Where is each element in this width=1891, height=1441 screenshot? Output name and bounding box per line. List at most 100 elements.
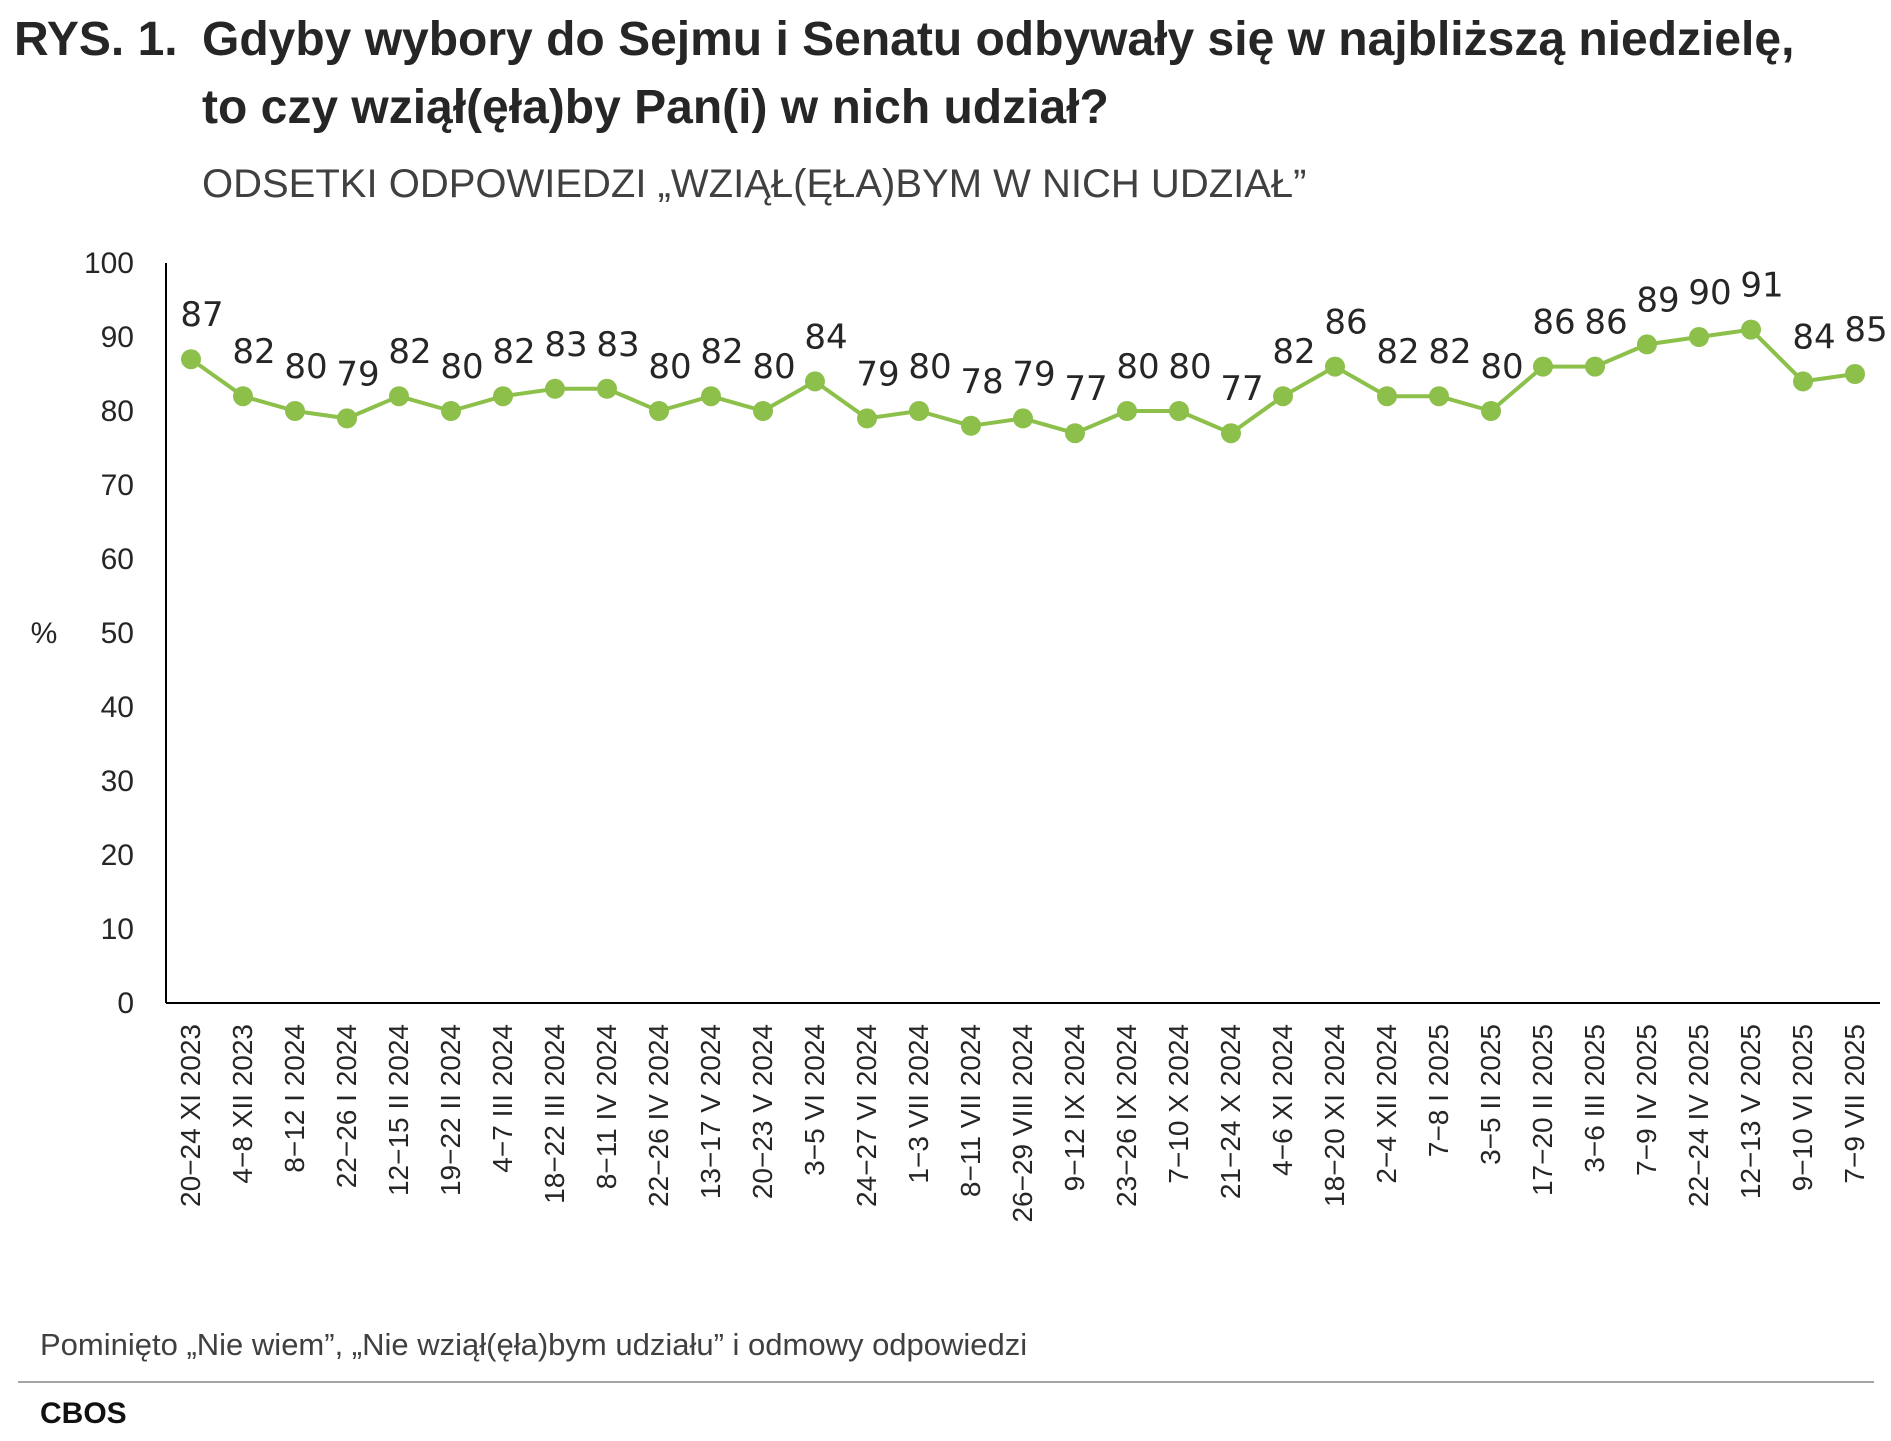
data-label: 80 [648, 347, 691, 387]
data-point [1637, 334, 1657, 355]
data-point [857, 408, 877, 429]
data-point [233, 386, 253, 407]
data-point [493, 386, 513, 407]
data-label: 79 [856, 354, 899, 394]
y-tick-label: 0 [117, 987, 134, 1020]
y-tick-label: 70 [101, 469, 134, 502]
y-axis-ticks: 0 10 20 30 40 50 60 70 80 90 100% [31, 247, 134, 1020]
y-tick-label: 50 [101, 617, 134, 650]
x-category-label: 3−5 II 2025 [1475, 1024, 1506, 1165]
x-category-label: 17−20 II 2025 [1527, 1024, 1558, 1196]
data-label: 91 [1740, 266, 1783, 306]
data-point [1325, 356, 1345, 377]
data-point [1741, 319, 1761, 340]
x-category-label: 13−17 V 2024 [695, 1024, 726, 1199]
data-point [1585, 356, 1605, 377]
data-label: 83 [596, 325, 639, 365]
x-category-label: 3−6 III 2025 [1579, 1024, 1610, 1173]
x-category-label: 22−24 IV 2025 [1683, 1024, 1714, 1207]
x-category-label: 12−15 II 2024 [383, 1024, 414, 1196]
x-category-label: 12−13 V 2025 [1735, 1024, 1766, 1199]
chart-title-line-2: to czy wziął(ęła)by Pan(i) w nich udział… [202, 81, 1109, 134]
x-category-label: 24−27 VI 2024 [851, 1024, 882, 1207]
figure-number: RYS. 1. [14, 13, 178, 66]
data-label: 84 [804, 317, 847, 357]
y-tick-label: 100 [84, 247, 134, 280]
data-label: 86 [1532, 303, 1575, 343]
data-point [805, 371, 825, 392]
data-point [701, 386, 721, 407]
data-label: 80 [1480, 347, 1523, 387]
data-point [1793, 371, 1813, 392]
x-category-label: 2−4 XII 2024 [1371, 1024, 1402, 1184]
data-label: 80 [908, 347, 951, 387]
chart-title-line-1: Gdyby wybory do Sejmu i Senatu odbywały … [202, 13, 1795, 66]
x-category-label: 8−11 VII 2024 [955, 1024, 986, 1197]
x-category-label: 21−24 X 2024 [1215, 1024, 1246, 1199]
data-point [1273, 386, 1293, 407]
data-point [1533, 356, 1553, 377]
x-category-label: 4−8 XII 2023 [227, 1024, 258, 1184]
data-point [1013, 408, 1033, 429]
data-point [961, 415, 981, 436]
data-label: 77 [1064, 369, 1107, 409]
x-category-label: 7−10 X 2024 [1163, 1024, 1194, 1184]
data-point [597, 378, 617, 399]
data-label: 79 [336, 354, 379, 394]
y-tick-label: 80 [101, 395, 134, 428]
data-label: 80 [1168, 347, 1211, 387]
data-label: 90 [1688, 273, 1731, 313]
y-tick-label: 30 [101, 765, 134, 798]
data-label: 82 [1428, 332, 1471, 372]
data-label: 80 [752, 347, 795, 387]
x-category-label: 18−20 XI 2024 [1319, 1024, 1350, 1207]
y-axis-unit-label: % [31, 617, 58, 650]
data-point [441, 401, 461, 421]
data-point [1117, 401, 1137, 421]
x-category-label: 4−7 III 2024 [487, 1024, 518, 1173]
x-category-label: 3−5 VI 2024 [799, 1024, 830, 1176]
x-category-label: 20−23 V 2024 [747, 1024, 778, 1199]
x-category-label: 7−9 IV 2025 [1631, 1024, 1662, 1176]
data-label: 77 [1220, 369, 1263, 409]
data-label: 87 [180, 295, 223, 335]
data-label: 79 [1012, 354, 1055, 394]
footnote: Pominięto „Nie wiem”, „Nie wziął(ęła)bym… [40, 1327, 1028, 1362]
x-category-label: 18−22 III 2024 [539, 1024, 570, 1204]
data-label: 82 [388, 332, 431, 372]
data-point [1845, 364, 1865, 384]
data-point [1169, 401, 1189, 421]
x-category-label: 22−26 IV 2024 [643, 1024, 674, 1207]
data-label: 82 [700, 332, 743, 372]
data-point [1065, 423, 1085, 444]
x-category-label: 19−22 II 2024 [435, 1024, 466, 1196]
footer-divider [18, 1381, 1874, 1383]
y-tick-label: 10 [101, 913, 134, 946]
x-category-label: 7−9 VII 2025 [1839, 1024, 1870, 1184]
x-axis-labels: 20−24 XI 2023 4−8 XII 2023 8−12 I 2024 22−2… [175, 1024, 1870, 1223]
data-label: 82 [1376, 332, 1419, 372]
data-point [1689, 327, 1709, 347]
data-point [545, 378, 565, 399]
data-label: 80 [284, 347, 327, 387]
data-point [753, 401, 773, 421]
data-point [337, 408, 357, 429]
source-label: CBOS [40, 1397, 127, 1430]
x-category-label: 7−8 I 2025 [1423, 1024, 1454, 1157]
x-category-label: 1−3 VII 2024 [903, 1024, 934, 1184]
data-label: 84 [1792, 317, 1835, 357]
data-label: 78 [960, 362, 1003, 402]
data-point [1481, 401, 1501, 421]
data-point [285, 401, 305, 421]
line-chart: 0 10 20 30 40 50 60 70 80 90 100% 20−24 XI 2023 4−8… [31, 247, 1888, 1223]
x-category-label: 9−12 IX 2024 [1059, 1024, 1090, 1191]
chart-axes [165, 263, 1880, 1004]
x-category-label: 8−11 IV 2024 [591, 1024, 622, 1189]
data-label: 83 [544, 325, 587, 365]
data-points [181, 319, 1865, 444]
data-point [909, 401, 929, 421]
data-point [1377, 386, 1397, 407]
x-category-label: 22−26 I 2024 [331, 1024, 362, 1188]
data-point [649, 401, 669, 421]
